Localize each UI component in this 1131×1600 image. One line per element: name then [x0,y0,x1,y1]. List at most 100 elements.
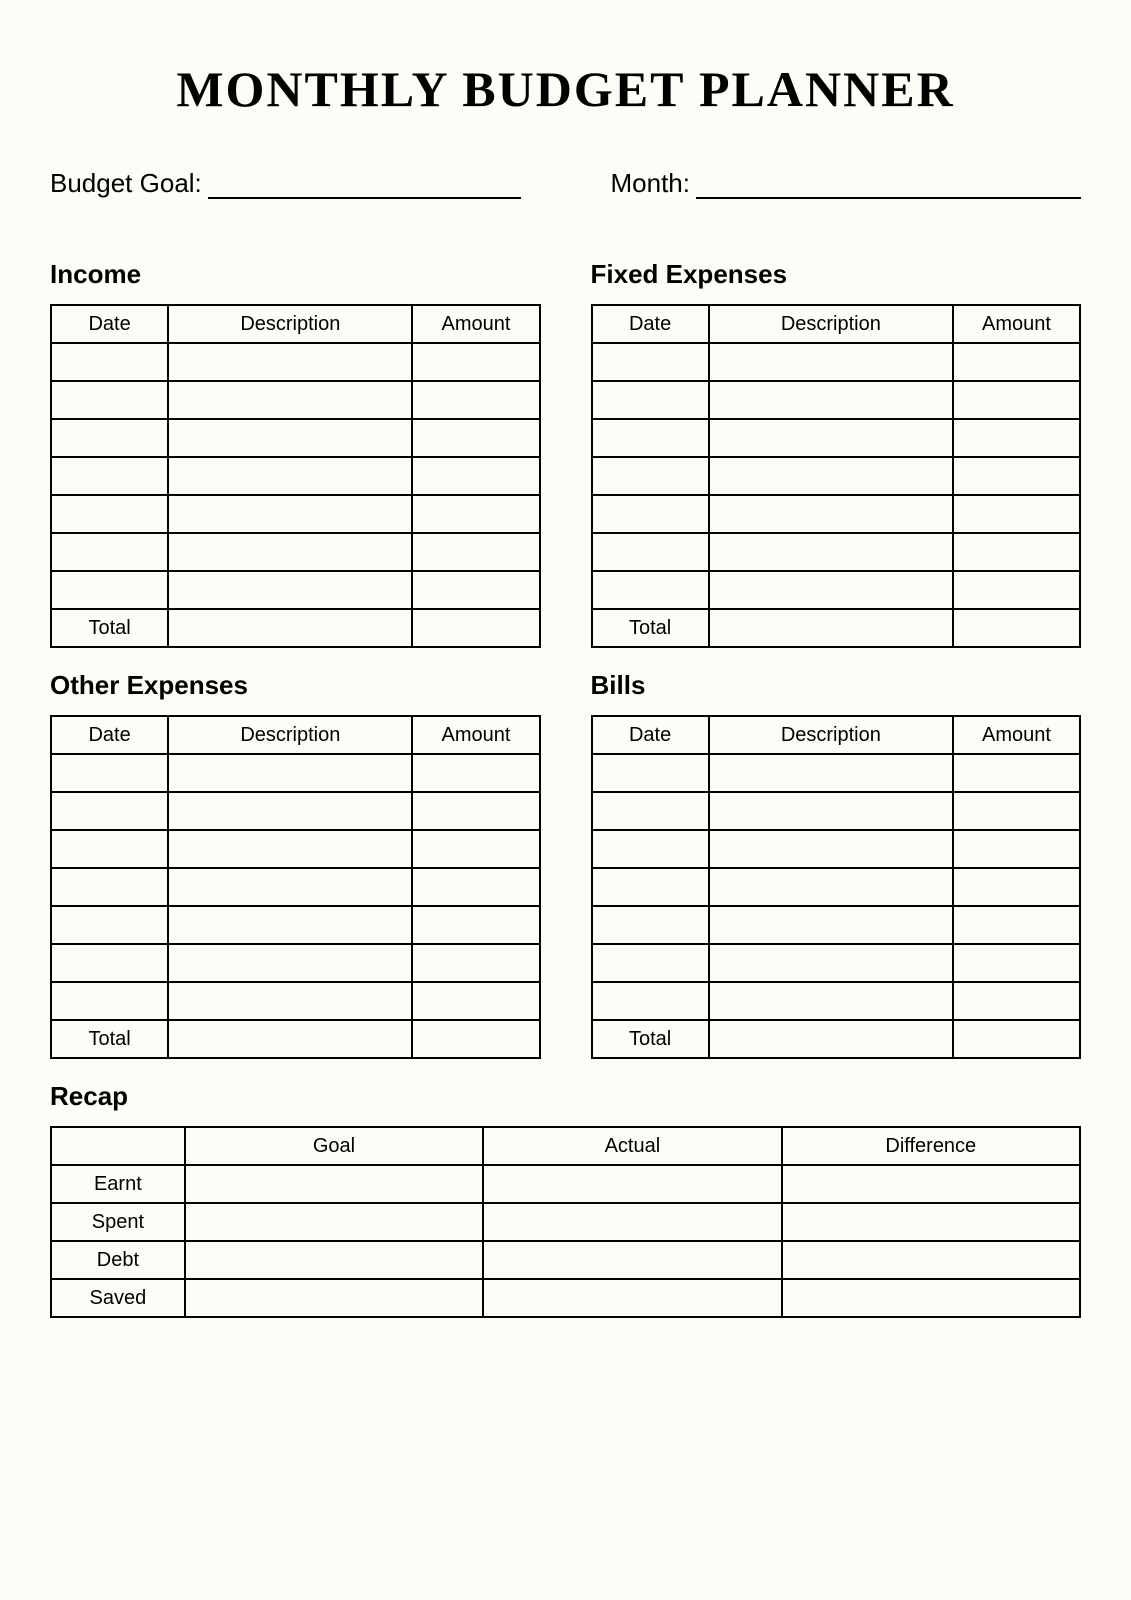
table-cell[interactable] [412,792,539,830]
table-cell[interactable] [953,419,1080,457]
total-description-cell[interactable] [709,1020,953,1058]
recap-cell[interactable] [483,1165,781,1203]
table-cell[interactable] [709,982,953,1020]
table-cell[interactable] [709,944,953,982]
table-cell[interactable] [412,982,539,1020]
total-amount-cell[interactable] [412,1020,539,1058]
table-cell[interactable] [709,571,953,609]
month-input-line[interactable] [696,171,1081,199]
table-cell[interactable] [709,533,953,571]
table-cell[interactable] [168,343,412,381]
table-cell[interactable] [709,419,953,457]
recap-cell[interactable] [483,1279,781,1317]
table-cell[interactable] [168,495,412,533]
table-cell[interactable] [168,419,412,457]
table-cell[interactable] [168,571,412,609]
table-cell[interactable] [953,533,1080,571]
table-cell[interactable] [168,533,412,571]
table-cell[interactable] [168,381,412,419]
table-cell[interactable] [51,343,168,381]
table-cell[interactable] [709,906,953,944]
table-cell[interactable] [592,343,709,381]
recap-cell[interactable] [782,1241,1080,1279]
table-cell[interactable] [412,495,539,533]
table-cell[interactable] [412,381,539,419]
table-cell[interactable] [412,754,539,792]
recap-cell[interactable] [185,1165,483,1203]
table-cell[interactable] [592,830,709,868]
table-cell[interactable] [412,457,539,495]
table-cell[interactable] [953,906,1080,944]
table-cell[interactable] [51,419,168,457]
total-amount-cell[interactable] [953,1020,1080,1058]
table-cell[interactable] [51,571,168,609]
recap-cell[interactable] [185,1279,483,1317]
total-description-cell[interactable] [709,609,953,647]
table-cell[interactable] [51,868,168,906]
table-cell[interactable] [592,419,709,457]
table-cell[interactable] [592,381,709,419]
table-cell[interactable] [709,457,953,495]
table-cell[interactable] [592,571,709,609]
table-cell[interactable] [412,571,539,609]
recap-cell[interactable] [782,1203,1080,1241]
total-amount-cell[interactable] [953,609,1080,647]
table-cell[interactable] [51,944,168,982]
table-cell[interactable] [168,906,412,944]
table-cell[interactable] [709,792,953,830]
table-cell[interactable] [953,571,1080,609]
table-cell[interactable] [412,533,539,571]
table-cell[interactable] [412,419,539,457]
table-cell[interactable] [592,533,709,571]
table-cell[interactable] [592,495,709,533]
table-cell[interactable] [412,906,539,944]
table-cell[interactable] [51,533,168,571]
table-cell[interactable] [412,830,539,868]
table-cell[interactable] [953,381,1080,419]
table-cell[interactable] [953,792,1080,830]
table-cell[interactable] [412,343,539,381]
budget-goal-input-line[interactable] [208,171,521,199]
recap-cell[interactable] [483,1241,781,1279]
recap-cell[interactable] [782,1165,1080,1203]
table-cell[interactable] [51,457,168,495]
table-cell[interactable] [953,343,1080,381]
table-cell[interactable] [168,457,412,495]
table-cell[interactable] [592,906,709,944]
table-cell[interactable] [709,495,953,533]
table-cell[interactable] [953,754,1080,792]
table-cell[interactable] [592,457,709,495]
table-cell[interactable] [953,982,1080,1020]
table-cell[interactable] [51,906,168,944]
table-cell[interactable] [412,944,539,982]
recap-cell[interactable] [782,1279,1080,1317]
table-cell[interactable] [953,457,1080,495]
recap-cell[interactable] [483,1203,781,1241]
table-cell[interactable] [168,982,412,1020]
table-cell[interactable] [51,830,168,868]
recap-cell[interactable] [185,1241,483,1279]
table-cell[interactable] [592,792,709,830]
table-cell[interactable] [592,982,709,1020]
table-cell[interactable] [709,343,953,381]
table-cell[interactable] [412,868,539,906]
table-cell[interactable] [709,754,953,792]
total-amount-cell[interactable] [412,609,539,647]
table-cell[interactable] [709,381,953,419]
table-cell[interactable] [953,830,1080,868]
table-cell[interactable] [592,944,709,982]
recap-cell[interactable] [185,1203,483,1241]
table-cell[interactable] [168,868,412,906]
table-cell[interactable] [709,830,953,868]
table-cell[interactable] [51,982,168,1020]
total-description-cell[interactable] [168,1020,412,1058]
table-cell[interactable] [168,830,412,868]
table-cell[interactable] [592,754,709,792]
table-cell[interactable] [953,868,1080,906]
table-cell[interactable] [168,792,412,830]
table-cell[interactable] [168,944,412,982]
table-cell[interactable] [168,754,412,792]
table-cell[interactable] [51,495,168,533]
table-cell[interactable] [953,944,1080,982]
table-cell[interactable] [51,381,168,419]
